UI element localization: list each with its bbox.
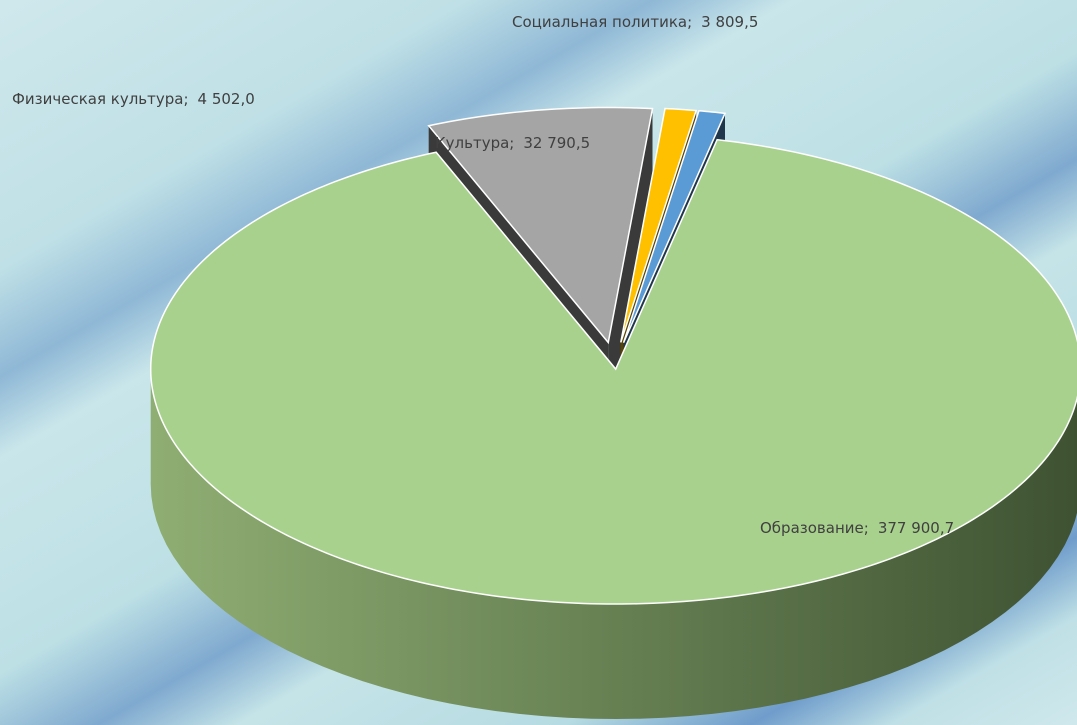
category-name: Культура	[435, 134, 509, 152]
slice	[620, 107, 698, 343]
label-separator: ;	[509, 134, 514, 152]
data-label: Образование; 377 900,7	[760, 519, 954, 537]
category-name: Физическая культура	[12, 90, 183, 108]
slice	[149, 138, 1077, 605]
label-separator: ;	[183, 90, 188, 108]
value-label: 32 790,5	[523, 134, 590, 152]
category-name: Социальная политика	[512, 13, 687, 31]
value-label: 3 809,5	[701, 13, 758, 31]
category-name: Образование	[760, 519, 864, 537]
data-label: Физическая культура; 4 502,0	[12, 90, 255, 108]
data-label: Социальная политика; 3 809,5	[512, 13, 758, 31]
slice	[427, 106, 654, 345]
label-separator: ;	[687, 13, 692, 31]
label-separator: ;	[864, 519, 869, 537]
value-label: 4 502,0	[198, 90, 255, 108]
value-label: 377 900,7	[878, 519, 954, 537]
slice	[622, 109, 727, 343]
data-label: Культура; 32 790,5	[435, 134, 590, 152]
tops	[149, 106, 1077, 605]
slice-side	[150, 369, 1077, 720]
